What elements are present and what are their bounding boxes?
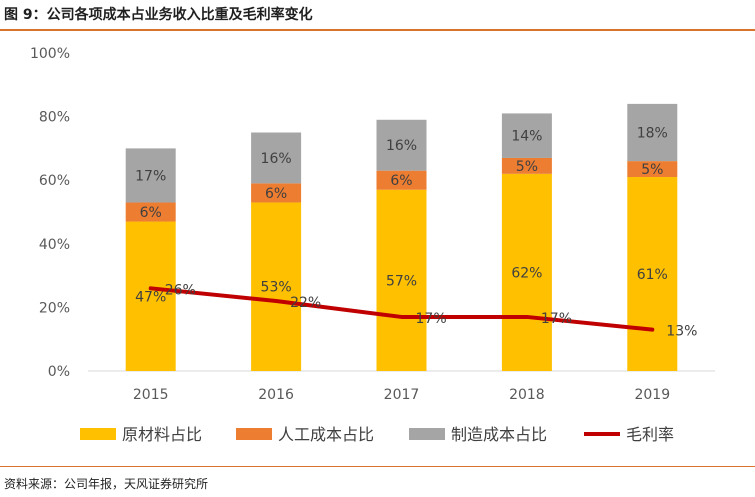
x-axis-labels: 2015 2016 2017 2018 2019: [133, 387, 670, 403]
bar-segment: [627, 177, 678, 371]
legend-swatch: [80, 428, 116, 440]
bar-data-label: 6%: [265, 186, 287, 202]
stacked-bar-chart: 0% 20% 40% 60% 80% 100% 47% 6% 17% 53% 6% 16% 57% 6%…: [30, 46, 715, 444]
bar-segment: [501, 157, 552, 174]
bar-segment: [376, 170, 427, 190]
legend-label: 原材料占比: [122, 425, 202, 444]
bar-data-label: 18%: [637, 126, 668, 142]
bar-data-label: 53%: [261, 280, 292, 296]
line-data-label: 22%: [290, 295, 321, 311]
line-data-label: 17%: [416, 311, 447, 327]
y-tick-label: 100%: [30, 46, 70, 62]
legend-label: 人工成本占比: [278, 425, 374, 444]
bar-segment: [501, 173, 552, 371]
margin-line: [148, 286, 655, 332]
y-tick-label: 0%: [48, 364, 70, 380]
bar-data-label: 57%: [386, 273, 417, 289]
y-tick-label: 20%: [39, 300, 70, 316]
bar-data-label: 6%: [140, 205, 162, 221]
y-tick-label: 80%: [39, 110, 70, 126]
legend: 原材料占比 人工成本占比 制造成本占比 毛利率: [80, 425, 674, 444]
footer-divider: [0, 466, 755, 467]
x-tick-label: 2019: [634, 387, 670, 403]
bar-segment: [125, 148, 176, 203]
bar-segment: [627, 103, 678, 162]
bar-data-label: 5%: [516, 159, 538, 175]
bar-segment: [376, 189, 427, 371]
bar-data-label: 14%: [511, 129, 542, 145]
title-divider: [0, 29, 755, 31]
line-data-label: 26%: [165, 282, 196, 298]
y-tick-label: 40%: [39, 237, 70, 253]
bar-data-label: 5%: [641, 162, 663, 178]
bar-data-label: 62%: [511, 265, 542, 281]
bar-segment: [376, 119, 427, 171]
line-data-label: 13%: [666, 324, 697, 340]
bar-labels: 47% 6% 17% 53% 6% 16% 57% 6% 16% 62% 5% 14% 61% 5% 18%: [135, 126, 668, 306]
bar-segment: [251, 183, 302, 203]
legend-label: 制造成本占比: [451, 425, 547, 444]
bar-segment: [627, 161, 678, 178]
line-data-label: 17%: [541, 311, 572, 327]
bar-data-label: 16%: [386, 138, 417, 154]
source-note: 资料来源：公司年报，天风证券研究所: [4, 477, 209, 491]
bar-data-label: 16%: [261, 151, 292, 167]
x-tick-label: 2018: [509, 387, 545, 403]
x-tick-label: 2017: [384, 387, 420, 403]
bar-data-label: 6%: [390, 173, 412, 189]
bar-segment: [125, 221, 176, 371]
legend-swatch: [409, 428, 445, 440]
bar-segment: [251, 202, 302, 371]
bar-data-label: 17%: [135, 168, 166, 184]
y-axis-labels: 0% 20% 40% 60% 80% 100%: [30, 46, 70, 380]
bar-data-label: 47%: [135, 289, 166, 305]
y-tick-label: 60%: [39, 173, 70, 189]
bar-segment: [125, 202, 176, 222]
figure-title: 图 9：公司各项成本占业务收入比重及毛利率变化: [4, 7, 313, 23]
bar-segment: [501, 113, 552, 158]
margin-line-series: 26% 22% 17% 17% 13%: [148, 282, 697, 340]
x-tick-label: 2015: [133, 387, 169, 403]
bar-data-label: 61%: [637, 267, 668, 283]
legend-label: 毛利率: [626, 425, 674, 444]
bars: [125, 103, 678, 371]
legend-swatch: [236, 428, 272, 440]
bar-segment: [251, 132, 302, 184]
x-tick-label: 2016: [258, 387, 294, 403]
